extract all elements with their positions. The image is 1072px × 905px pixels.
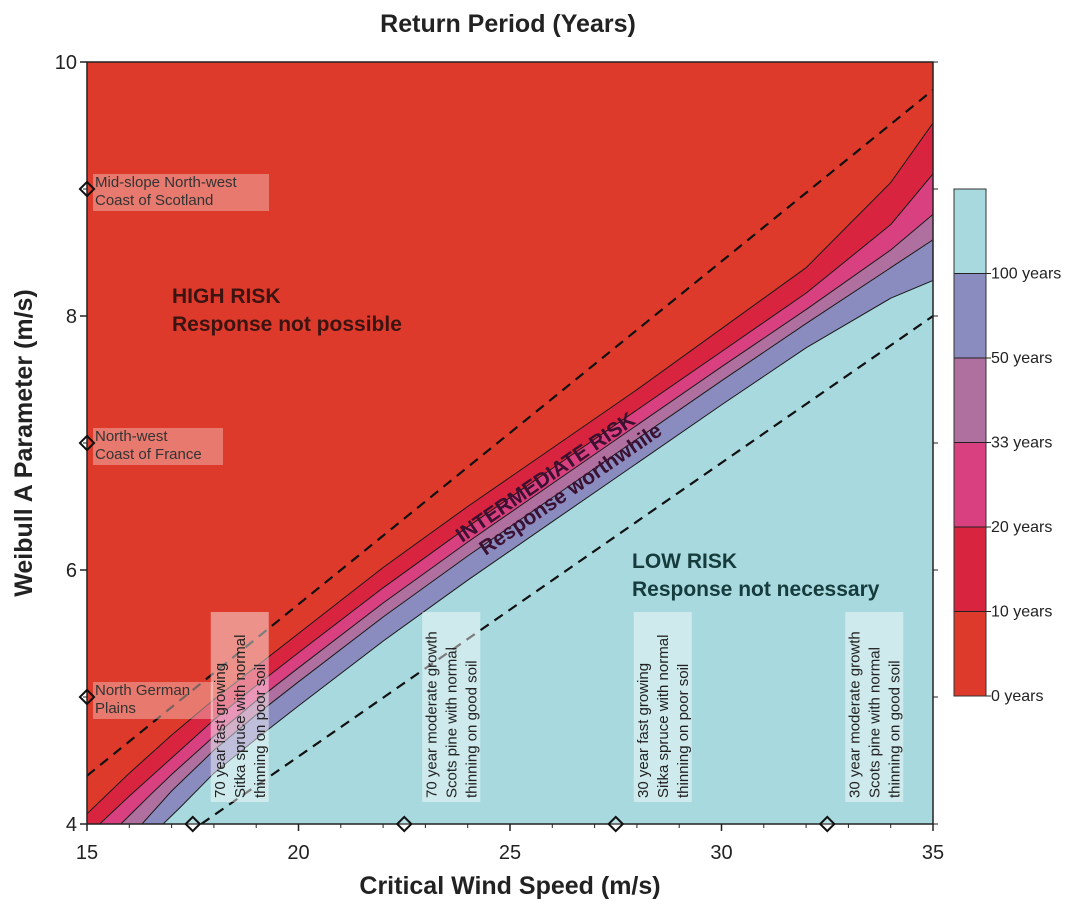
scenario-marker — [395, 815, 413, 833]
site-marker — [78, 180, 96, 198]
scenario-label-line: 30 year moderate growth — [846, 631, 863, 798]
y-axis-title: Weibull A Parameter (m/s) — [10, 289, 38, 597]
site-label-box — [93, 428, 223, 465]
x-axis-title: Critical Wind Speed (m/s) — [359, 872, 660, 900]
x-tick-label: 35 — [922, 842, 944, 864]
site-label-line1: North German — [95, 682, 190, 699]
scenario-label-line: thinning on good soil — [886, 660, 903, 798]
scenario-label-line: thinning on poor soil — [252, 664, 269, 798]
scenario-label-line: 70 year moderate growth — [423, 631, 440, 798]
colorbar-label: 0 years — [991, 688, 1043, 705]
scenario-marker — [184, 815, 202, 833]
region-label-title: LOW RISK — [632, 550, 737, 573]
colorbar-label: 33 years — [991, 435, 1052, 452]
site-label-line2: Coast of France — [95, 446, 202, 463]
site-label-line1: Mid-slope North-west — [95, 174, 238, 191]
region-label-group: LOW RISK Response not necessary — [632, 550, 880, 601]
scenario-label-line: Sitka spruce with normal — [232, 635, 249, 798]
scenario-marker — [818, 815, 836, 833]
y-tick-label: 6 — [66, 560, 77, 582]
site-label-line2: Plains — [95, 700, 136, 717]
contour-10-years — [87, 122, 933, 815]
colorbar-swatch — [954, 358, 986, 443]
scenario-label-box — [210, 612, 269, 802]
y-tick-label: 8 — [66, 306, 77, 328]
contour-50-years — [141, 239, 933, 824]
scenario-label-line: thinning on poor soil — [675, 664, 692, 798]
x-tick-label: 20 — [287, 842, 309, 864]
site-marker — [78, 434, 96, 452]
dashed-line-1 — [87, 89, 933, 777]
scenario-label-line: Scots pine with normal — [443, 647, 460, 798]
site-label-box — [93, 174, 269, 211]
site-marker — [78, 688, 96, 706]
contour-33-years — [120, 214, 933, 824]
colorbar-swatch — [954, 442, 986, 527]
region-label-subtitle: Response not possible — [172, 313, 402, 336]
site-label-line2: Coast of Scotland — [95, 192, 213, 209]
y-tick-label: 4 — [66, 814, 77, 836]
scenario-label-box — [845, 612, 904, 802]
colorbar-label: 50 years — [991, 350, 1052, 367]
x-tick-label: 15 — [76, 842, 98, 864]
site-label-box — [93, 682, 213, 719]
colorbar-swatch — [954, 611, 986, 696]
scenario-marker — [607, 815, 625, 833]
x-tick-label: 30 — [710, 842, 732, 864]
band-100-years — [163, 280, 933, 824]
region-label-group: HIGH RISK Response not possible — [172, 285, 402, 336]
colorbar-label: 20 years — [991, 519, 1052, 536]
region-label-subtitle: Response not necessary — [632, 578, 880, 601]
colorbar-swatch — [954, 527, 986, 612]
y-tick-label: 10 — [55, 52, 77, 74]
scenario-label-line: Sitka spruce with normal — [655, 635, 672, 798]
x-tick-label: 25 — [499, 842, 521, 864]
scenario-label-line: 70 year fast growing — [212, 663, 229, 798]
chart-title: Return Period (Years) — [380, 10, 636, 38]
region-label-title: HIGH RISK — [172, 285, 281, 308]
contour-100-years — [162, 279, 933, 824]
contour-20-years — [99, 173, 933, 824]
scenario-label-line: Scots pine with normal — [866, 647, 883, 798]
scenario-label-box — [633, 612, 692, 802]
dashed-line-2 — [200, 315, 933, 824]
site-label-line1: North-west — [95, 428, 168, 445]
scenario-label-line: 30 year fast growing — [635, 663, 652, 798]
colorbar-label: 100 years — [991, 266, 1061, 283]
scenario-label-line: thinning on good soil — [463, 660, 480, 798]
colorbar-label: 10 years — [991, 604, 1052, 621]
colorbar-swatch — [954, 189, 986, 274]
scenario-label-box — [422, 612, 481, 802]
colorbar-swatch — [954, 273, 986, 358]
